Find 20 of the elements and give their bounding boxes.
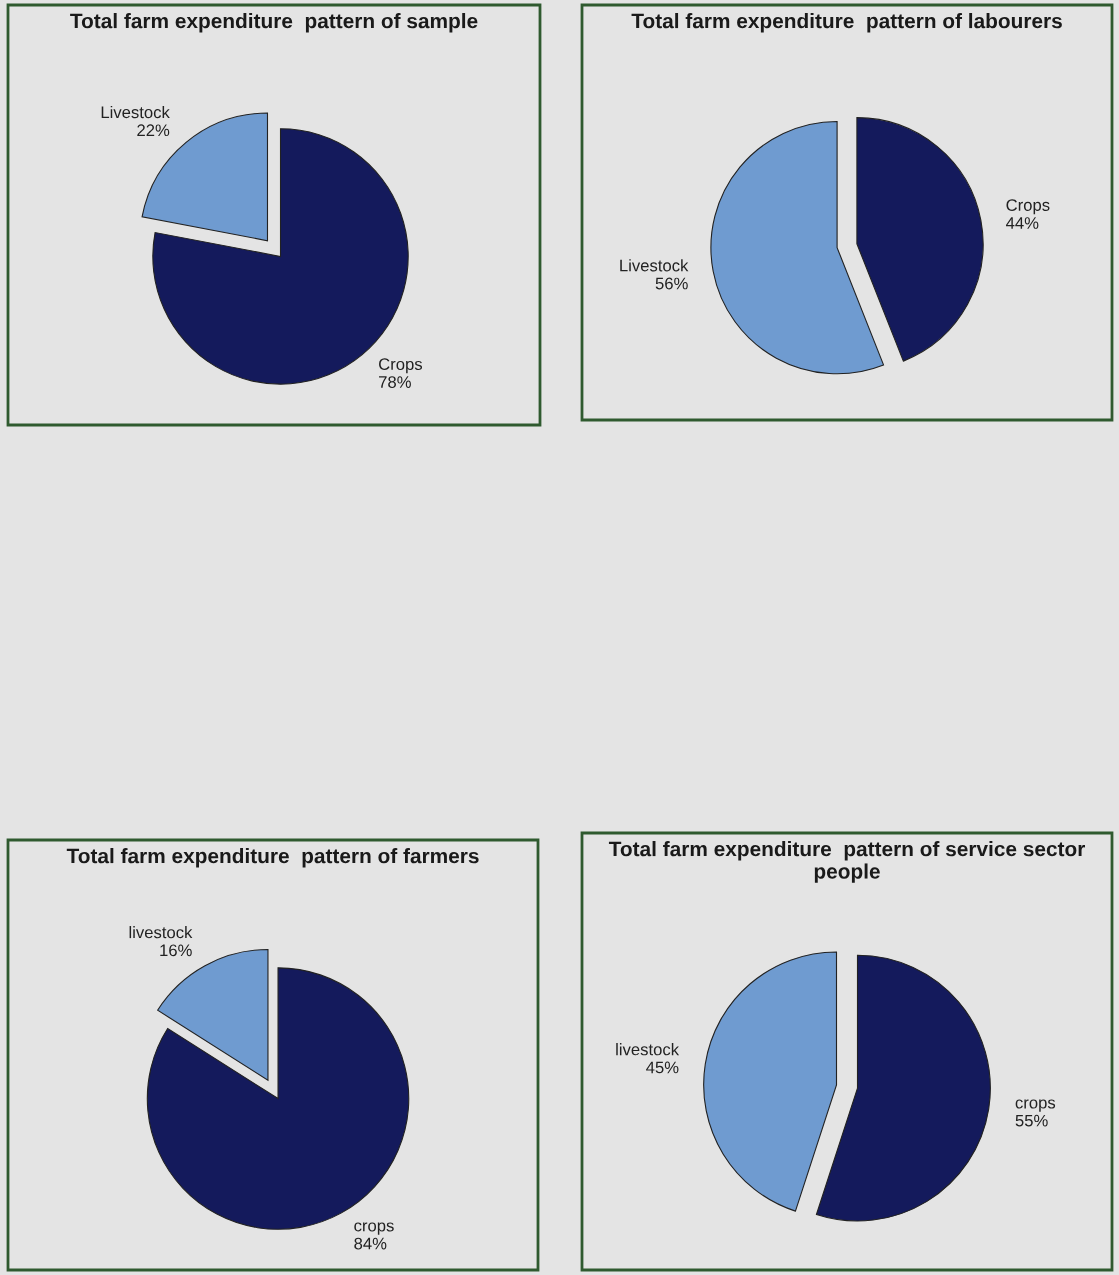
chart-title: Total farm expenditure pattern of sample: [70, 13, 478, 33]
chart-title: Total farm expenditure pattern of labourers: [631, 13, 1062, 33]
slice-label: Crops: [1006, 199, 1050, 215]
slice-label: Livestock: [620, 259, 689, 272]
slice-label: crops: [1015, 1099, 1056, 1112]
chart-title: Total farm expenditure pattern of service sector people: [608, 841, 1086, 883]
data-label: 84%: [354, 1237, 387, 1250]
data-label: 55%: [1015, 1114, 1048, 1127]
data-label: 44%: [1006, 217, 1039, 229]
data-label: 78%: [379, 376, 411, 388]
slice-label: livestock: [616, 1043, 680, 1056]
data-label: 56%: [655, 277, 688, 290]
slice-label: livestock: [129, 926, 193, 939]
slice-label: crops: [354, 1222, 394, 1235]
data-label: 16%: [160, 944, 192, 957]
slice-label: Livestock: [101, 105, 170, 119]
data-label: 45%: [646, 1061, 679, 1074]
data-label: 22%: [137, 124, 170, 137]
slice-label: Crops: [379, 358, 423, 374]
chart-title: Total farm expenditure pattern of farmers: [66, 848, 479, 868]
